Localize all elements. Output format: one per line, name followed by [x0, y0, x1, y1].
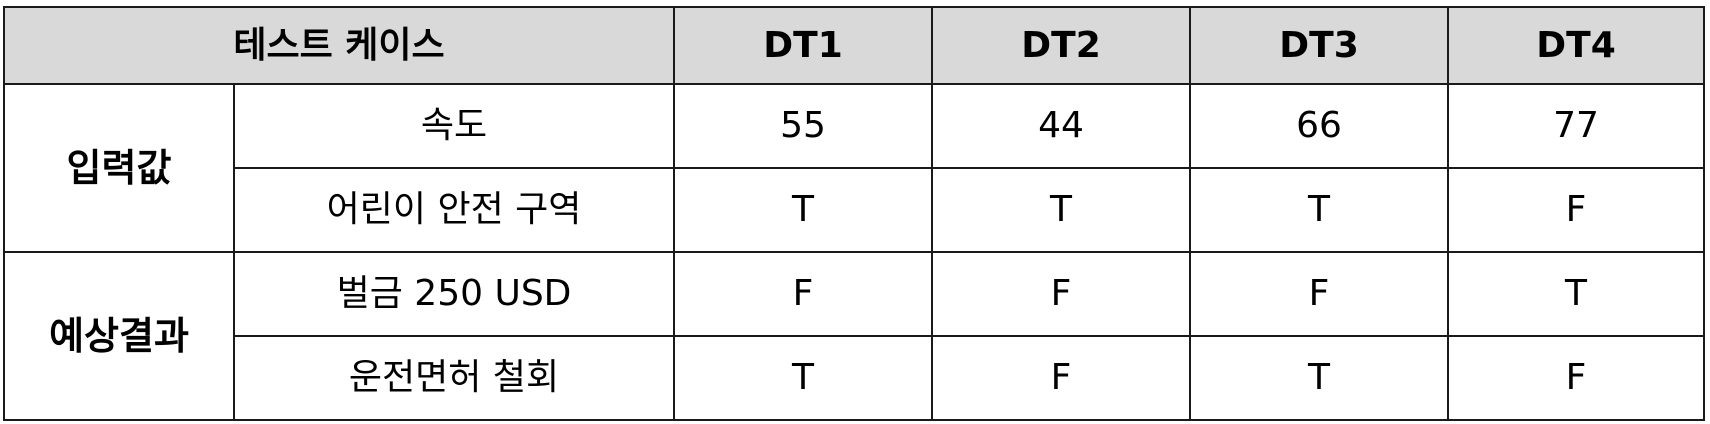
table-cell: 44: [931, 83, 1192, 169]
table-cell: 55: [673, 83, 934, 169]
column-header-dt3: DT3: [1189, 6, 1450, 85]
table-cell: 66: [1189, 83, 1450, 169]
table-header: 테스트 케이스 DT1 DT2 DT3 DT4: [2, 6, 1706, 85]
table-cell: T: [931, 167, 1192, 253]
table-row: 입력값 속도 55 44 66 77: [3, 83, 1706, 253]
table-row: 운전면허 철회 T F T F: [4, 335, 1706, 421]
decision-table: 테스트 케이스 DT1 DT2 DT3 DT4 입력값 속도 55 44 66 …: [2, 6, 1706, 421]
group-label-input: 입력값: [3, 83, 235, 253]
table-cell: T: [673, 167, 934, 253]
column-header-dt2: DT2: [931, 6, 1192, 85]
column-header-dt4: DT4: [1447, 6, 1706, 85]
table-cell: F: [931, 335, 1192, 421]
table-body: 입력값 속도 55 44 66 77 어린이 안전 구역 T T T F 예상결…: [3, 83, 1706, 421]
table-cell: F: [1189, 251, 1450, 337]
decision-table-container: 테스트 케이스 DT1 DT2 DT3 DT4 입력값 속도 55 44 66 …: [2, 6, 1706, 421]
table-cell: T: [1447, 251, 1706, 337]
table-row: 예상결과 벌금 250 USD F F F T: [3, 251, 1706, 421]
header-row: 테스트 케이스 DT1 DT2 DT3 DT4: [2, 6, 1706, 85]
table-cell: 77: [1447, 83, 1706, 169]
table-cell: F: [1447, 335, 1706, 421]
group-label-expected: 예상결과: [3, 251, 235, 421]
column-header-dt1: DT1: [673, 6, 934, 85]
table-cell: F: [673, 251, 934, 337]
table-cell: F: [1447, 167, 1706, 253]
row-label: 어린이 안전 구역: [232, 167, 676, 253]
table-cell: T: [1189, 167, 1450, 253]
row-label: 운전면허 철회: [232, 335, 676, 421]
table-row: 어린이 안전 구역 T T T F: [4, 167, 1706, 253]
table-cell: T: [673, 335, 934, 421]
row-label: 속도: [232, 83, 676, 169]
row-label: 벌금 250 USD: [232, 251, 676, 337]
table-cell: T: [1189, 335, 1450, 421]
test-case-header: 테스트 케이스: [2, 6, 676, 85]
table-cell: F: [931, 251, 1192, 337]
